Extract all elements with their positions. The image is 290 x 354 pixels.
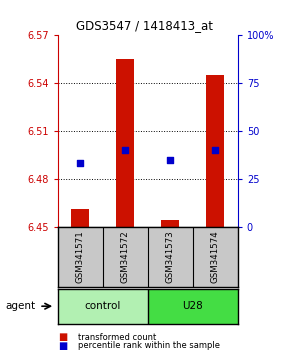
Text: GDS3547 / 1418413_at: GDS3547 / 1418413_at [77, 19, 213, 33]
Bar [148, 289, 238, 324]
Text: agent: agent [6, 301, 36, 311]
Text: control: control [85, 301, 121, 311]
Point [213, 147, 218, 153]
Point [78, 161, 83, 166]
Text: transformed count: transformed count [78, 333, 157, 342]
Bar [206, 75, 224, 227]
Text: ■: ■ [58, 341, 67, 351]
Bar [71, 209, 89, 227]
Bar [58, 289, 148, 324]
Text: ■: ■ [58, 332, 67, 342]
Bar [116, 59, 134, 227]
Bar [161, 220, 179, 227]
Text: U28: U28 [182, 301, 203, 311]
Text: GSM341573: GSM341573 [166, 230, 175, 283]
Point [123, 147, 128, 153]
Point [168, 157, 173, 162]
Text: percentile rank within the sample: percentile rank within the sample [78, 341, 220, 350]
Text: GSM341574: GSM341574 [211, 230, 220, 283]
Text: GSM341572: GSM341572 [121, 230, 130, 283]
Text: GSM341571: GSM341571 [76, 230, 85, 283]
